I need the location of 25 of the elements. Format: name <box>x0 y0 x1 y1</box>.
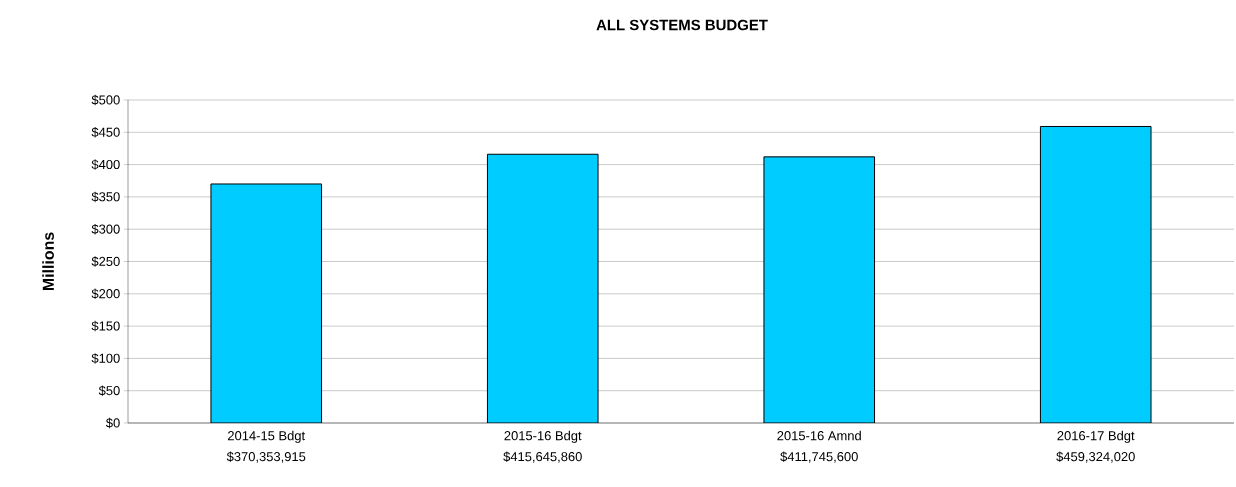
bar <box>763 156 876 423</box>
bar <box>1039 125 1152 423</box>
y-tick-label: $400 <box>91 159 120 170</box>
x-tick-label: 2015-16 Amnd <box>777 430 861 441</box>
text: $459,324,020 <box>1056 451 1135 463</box>
x-tick-label: 2016-17 Bdgt <box>1057 430 1135 443</box>
x-tick-label: 2014-15 Bdgt <box>228 430 306 443</box>
text: $411,745,600 <box>780 451 858 463</box>
y-tick-label: $50 <box>98 385 120 396</box>
text: $415,645,860 <box>503 451 582 463</box>
y-axis-title: Millions <box>42 232 54 291</box>
y-tick-label: $350 <box>91 191 120 203</box>
bar <box>486 153 599 423</box>
y-tick-label: $200 <box>91 288 120 300</box>
y-tick-label: $100 <box>91 353 120 364</box>
chart-title: ALL SYSTEMS BUDGET <box>596 19 768 31</box>
y-tick-label: $450 <box>91 127 120 138</box>
y-tick-label: $250 <box>91 256 120 267</box>
x-tick-label: 2015-16 Bdgt <box>504 430 582 443</box>
y-tick-label: $500 <box>91 94 120 106</box>
y-tick-label: $0 <box>105 417 120 429</box>
y-tick-label: $300 <box>91 223 120 235</box>
bar <box>210 183 323 423</box>
y-tick-label: $150 <box>91 320 120 332</box>
text: $370,353,915 <box>226 451 306 463</box>
